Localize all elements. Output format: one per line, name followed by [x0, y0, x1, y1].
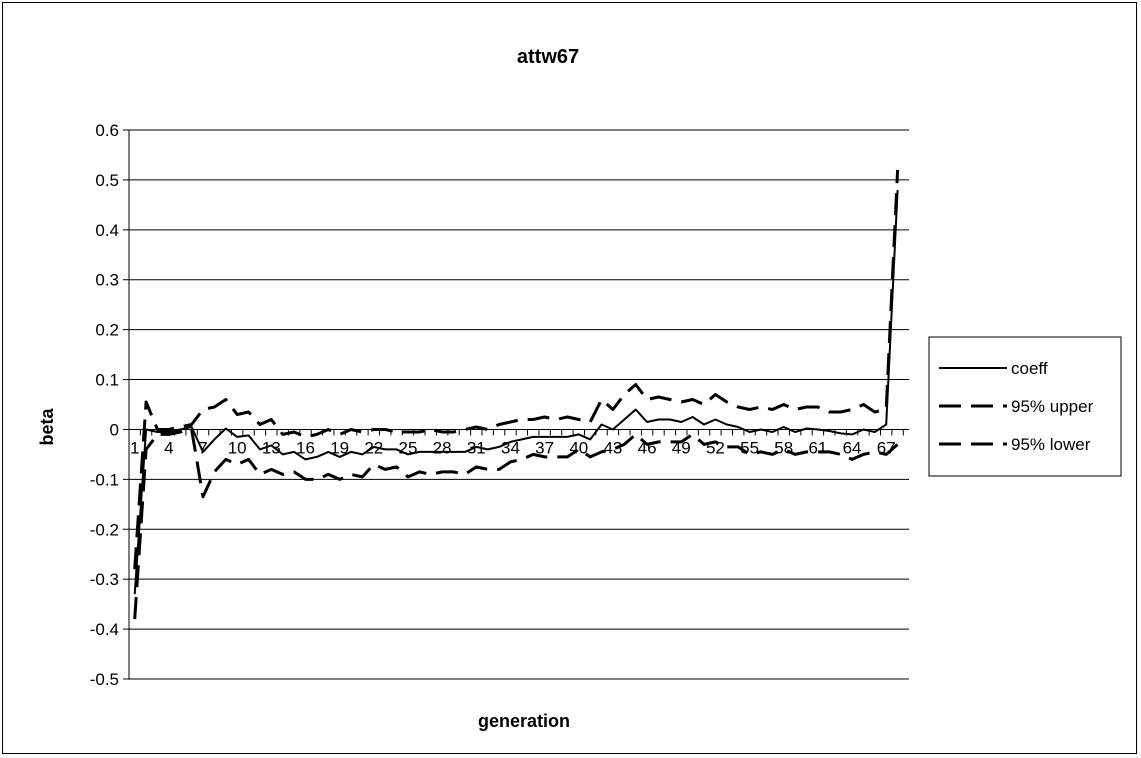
- chart-title: attw67: [517, 46, 579, 68]
- x-tick-label: 16: [296, 438, 315, 457]
- series-line: [133, 428, 899, 620]
- x-tick-label: 64: [843, 438, 862, 457]
- y-tick-label: -0.1: [90, 470, 119, 489]
- x-tick-label: 55: [740, 438, 759, 457]
- x-tick-label: 1: [130, 438, 139, 457]
- x-tick-label: 7: [198, 438, 207, 457]
- y-tick-label: -0.2: [90, 520, 119, 539]
- legend-label: 95% lower: [1011, 435, 1091, 454]
- y-tick-label: 0.6: [95, 121, 119, 140]
- y-tick-label: 0.4: [95, 221, 119, 240]
- y-tick-label: -0.3: [90, 570, 119, 589]
- x-tick-label: 61: [808, 438, 827, 457]
- legend-label: coeff: [1011, 359, 1048, 378]
- x-tick-label: 46: [638, 438, 657, 457]
- x-tick-label: 19: [330, 438, 349, 457]
- y-tick-label: -0.5: [90, 670, 119, 689]
- x-tick-label: 10: [228, 438, 247, 457]
- y-axis-title: beta: [37, 408, 57, 446]
- x-tick-label: 4: [164, 438, 173, 457]
- y-tick-label: 0.3: [95, 271, 119, 290]
- series-line: [133, 189, 899, 595]
- y-tick-label: -0.4: [90, 620, 119, 639]
- series-lines: [133, 169, 900, 620]
- gridlines: [129, 129, 909, 680]
- y-tick-label: 0.2: [95, 321, 119, 340]
- x-axis-title: generation: [478, 711, 570, 731]
- y-tick-label: 0: [110, 420, 119, 439]
- legend: coeff 95% upper 95% lower: [928, 336, 1122, 477]
- line-chart: -0.5 -0.4 -0.3 -0.2 -0.1 0 0.1 0.2 0.3 0.4 0.5 0.6 1…: [37, 46, 1122, 731]
- x-tick-label: 37: [535, 438, 554, 457]
- y-tick-label: 0.5: [95, 171, 119, 190]
- legend-label: 95% upper: [1011, 397, 1094, 416]
- y-tick-label: 0.1: [95, 371, 119, 390]
- x-tick-label: 58: [774, 438, 793, 457]
- x-tick-label: 28: [433, 438, 452, 457]
- x-tick-label: 43: [603, 438, 622, 457]
- x-tick-label: 13: [262, 438, 281, 457]
- series-line: [133, 169, 900, 570]
